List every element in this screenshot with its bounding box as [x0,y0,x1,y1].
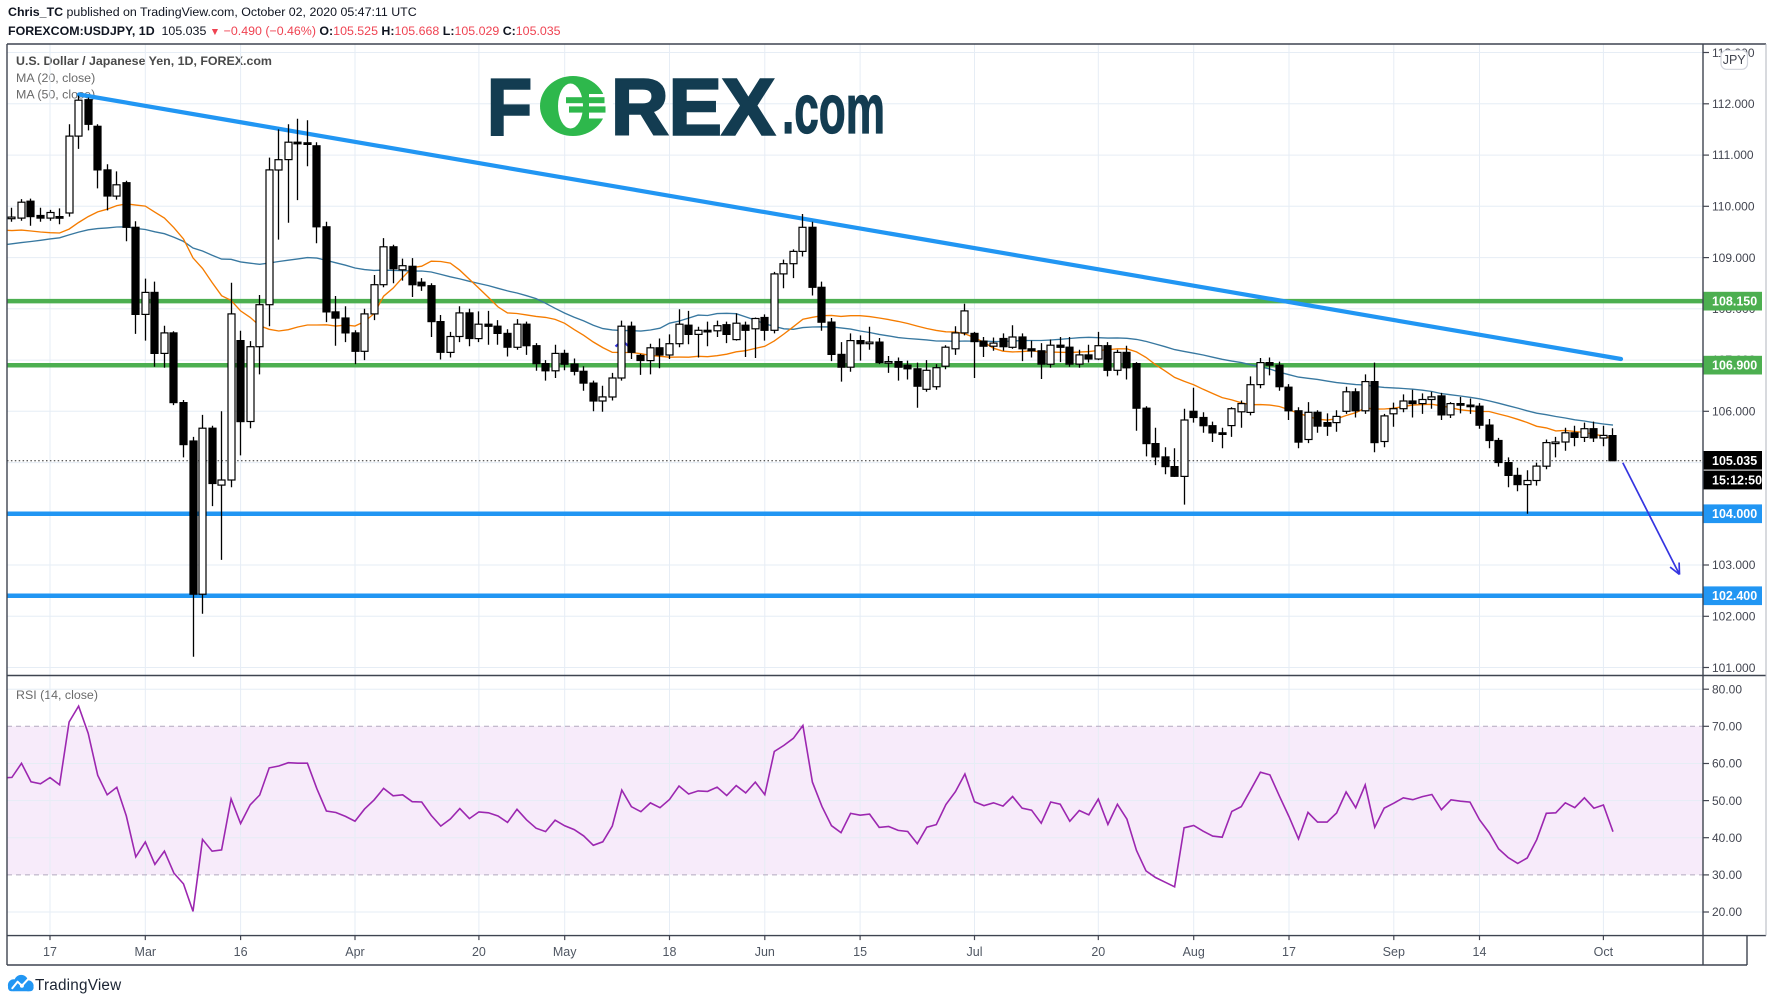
svg-text:102.000: 102.000 [1712,610,1756,624]
svg-text:20: 20 [472,945,486,959]
svg-text:103.000: 103.000 [1712,558,1756,572]
svg-text:Aug: Aug [1183,945,1205,959]
svg-text:16: 16 [234,945,248,959]
svg-text:80.00: 80.00 [1712,682,1742,696]
svg-text:Jun: Jun [755,945,775,959]
svg-text:17: 17 [1282,945,1296,959]
svg-text:MA (20, close): MA (20, close) [16,71,95,85]
svg-text:112.000: 112.000 [1712,97,1755,111]
svg-text:REX: REX [611,63,775,152]
svg-text:106.000: 106.000 [1712,405,1756,419]
svg-text:U.S. Dollar / Japanese Yen, 1D: U.S. Dollar / Japanese Yen, 1D, FOREX.co… [16,54,272,68]
svg-text:20.00: 20.00 [1712,905,1742,919]
svg-text:111.000: 111.000 [1712,148,1754,162]
svg-text:20: 20 [1091,945,1105,959]
svg-text:.com: .com [782,70,885,148]
svg-text:MA (50, close): MA (50, close) [16,88,95,102]
svg-text:30.00: 30.00 [1712,868,1742,882]
svg-text:108.150: 108.150 [1712,295,1757,309]
svg-text:May: May [553,945,577,959]
svg-text:Apr: Apr [345,945,364,959]
svg-text:TradingView: TradingView [35,977,122,994]
svg-text:60.00: 60.00 [1712,757,1742,771]
svg-text:JPY: JPY [1723,53,1747,67]
svg-text:101.000: 101.000 [1712,661,1756,675]
svg-text:Jul: Jul [967,945,983,959]
svg-text:102.400: 102.400 [1712,589,1757,603]
svg-text:F: F [487,63,532,152]
svg-text:Oct: Oct [1594,945,1614,959]
svg-text:70.00: 70.00 [1712,720,1742,734]
svg-text:109.000: 109.000 [1712,251,1756,265]
svg-text:15: 15 [853,945,867,959]
svg-text:Sep: Sep [1383,945,1405,959]
svg-text:18: 18 [663,945,677,959]
svg-text:105.035: 105.035 [1712,454,1757,468]
svg-text:14: 14 [1473,945,1487,959]
svg-text:RSI (14, close): RSI (14, close) [16,688,98,702]
svg-text:17: 17 [43,945,57,959]
svg-text:110.000: 110.000 [1712,200,1755,214]
svg-text:Mar: Mar [135,945,157,959]
svg-text:15:12:50: 15:12:50 [1712,474,1762,488]
svg-text:40.00: 40.00 [1712,831,1742,845]
svg-text:106.900: 106.900 [1712,359,1757,373]
svg-text:50.00: 50.00 [1712,794,1742,808]
svg-text:104.000: 104.000 [1712,507,1757,521]
